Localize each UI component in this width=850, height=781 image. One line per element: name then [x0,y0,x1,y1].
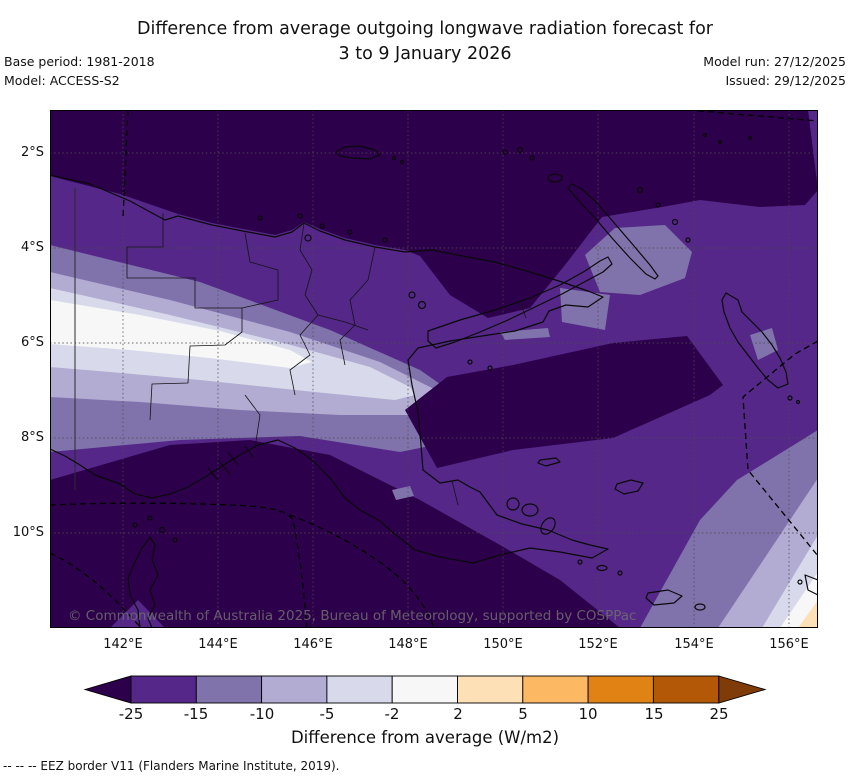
trobriand-islands [537,457,561,467]
colorbar-tick-p25: 25 [709,705,729,723]
page-title: Difference from average outgoing longwav… [0,17,850,68]
new-britain-coast [427,256,613,349]
colorbar-tick-m5: -5 [319,705,335,723]
copyright-watermark: © Commonwealth of Australia 2025, Bureau… [68,608,637,624]
rossel-island [694,603,706,611]
contour-below-minus25-south [50,440,620,628]
contour-below-minus25-north [50,110,818,318]
fergusson-island [521,503,539,517]
anomaly-map [49,109,819,629]
meta-left: Base period: 1981-2018 Model: ACCESS-S2 [4,54,155,93]
x-axis-label-156e: 156°E [769,637,809,652]
png-mainland-coast [49,174,609,564]
colorbar-tick-m10: -10 [249,705,275,723]
x-axis-label-142e: 142°E [103,637,143,652]
issued-text: Issued: 29/12/2025 [725,73,847,89]
x-axis-label-150e: 150°E [483,637,523,652]
cape-york-coast [127,536,159,629]
model-run-text: Model run: 27/12/2025 [703,54,846,69]
x-axis-label-154e: 154°E [674,637,714,652]
colorbar-tick-p5: 5 [518,705,528,723]
eez-borders [49,109,819,629]
colorbar-tick-m15: -15 [183,705,209,723]
new-ireland-coast [567,183,659,280]
x-axis-label-146e: 146°E [293,637,333,652]
eez-legend-note: -- -- -- EEZ border V11 (Flanders Marine… [3,759,340,773]
y-axis-label-10s: 10°S [12,525,44,540]
meta-right: Model run: 27/12/2025 Issued: 29/12/2025 [703,54,846,93]
colorbar-arrow-left [83,675,132,704]
contour-near-zero [50,300,312,368]
y-axis-label-2s: 2°S [20,145,44,160]
base-period-text: Base period: 1981-2018 [4,54,155,69]
colorbar-arrow-right [718,675,767,704]
graticule [50,110,818,628]
woodlark-island [614,479,644,495]
coastlines [49,132,819,629]
colorbar-tick-p10: 10 [578,705,598,723]
x-axis-label-148e: 148°E [388,637,428,652]
contour-below-minus25-solomon-sea [405,336,723,468]
manus-coast [335,145,381,160]
y-axis-label-8s: 8°S [20,430,44,445]
title-line-2: 3 to 9 January 2026 [338,44,512,65]
x-axis-label-152e: 152°E [578,637,618,652]
title-line-1: Difference from average outgoing longwav… [137,19,713,39]
colorbar-tick-m25: -25 [118,705,144,723]
colorbar-tick-p15: 15 [644,705,664,723]
colorbar-tick-p2: 2 [453,705,463,723]
contour-plus2-corner [798,600,818,628]
bougainville-coast [721,292,789,389]
y-axis-label-4s: 4°S [20,240,44,255]
colorbar-tick-m2: -2 [384,705,400,723]
colorbar [80,672,770,706]
map-canvas [49,109,819,629]
province-borders [126,213,527,506]
goodenough-island [506,497,520,511]
colorbar-axis-label: Difference from average (W/m2) [290,728,560,747]
normanby-island [540,517,556,535]
new-hanover [547,173,563,183]
x-axis-label-144e: 144°E [198,637,238,652]
tagula-island [645,589,683,606]
y-axis-label-6s: 6°S [20,335,44,350]
model-text: Model: ACCESS-S2 [4,73,120,89]
